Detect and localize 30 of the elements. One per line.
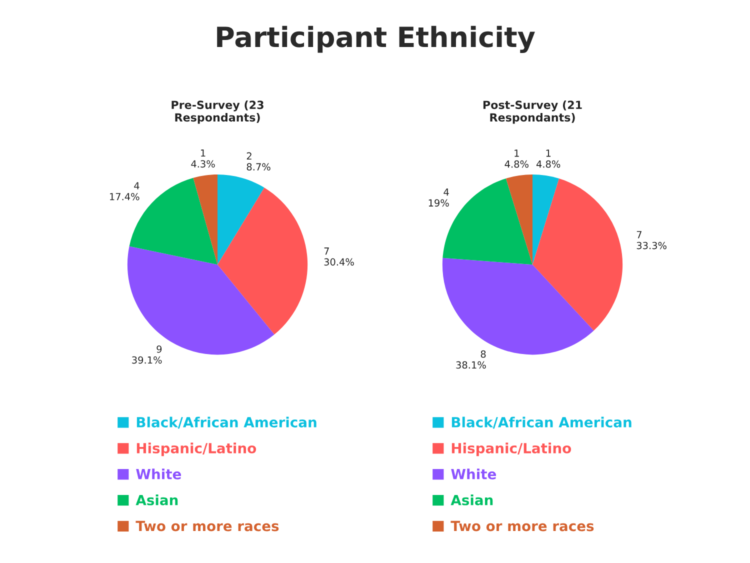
legend-label: Asian xyxy=(450,494,493,506)
data-label: 7 33.3% xyxy=(636,231,666,250)
legend-label: Two or more races xyxy=(136,520,279,532)
data-label: 9 39.1% xyxy=(132,345,162,364)
legend-label: Hispanic/Latino xyxy=(452,442,572,456)
data-label: 1 4.8% xyxy=(536,150,560,168)
legend-label: Black/African American xyxy=(136,416,316,429)
data-label: 4 19% xyxy=(428,188,449,207)
pie-slice xyxy=(506,174,532,265)
pie-slice xyxy=(218,188,308,334)
legend-label: Asian xyxy=(136,494,178,506)
pie-slice xyxy=(532,174,560,265)
chart-title: Post-Survey (21 Respondants) xyxy=(483,100,582,124)
legend-label: White xyxy=(451,468,496,480)
pie-slice xyxy=(532,178,623,331)
data-label: 8 38.1% xyxy=(456,350,486,369)
pie-slice xyxy=(127,246,274,355)
legend-label: White xyxy=(136,468,182,480)
data-label: 1 4.8% xyxy=(504,150,528,168)
legend-label: Two or more races xyxy=(450,520,594,532)
pie-slice xyxy=(193,174,218,265)
pie-slice xyxy=(218,174,264,265)
legend-label: Hispanic/Latino xyxy=(136,442,256,456)
data-label: 2 8.7% xyxy=(246,152,270,171)
text: Participant Ethnicity xyxy=(217,26,535,53)
data-label: 7 30.4% xyxy=(324,248,354,266)
data-label: 4 17.4% xyxy=(110,182,140,200)
legend-label: Black/African American xyxy=(452,416,632,429)
chart-title: Pre-Survey (23 Respondants) xyxy=(172,100,264,124)
data-label: 1 4.3% xyxy=(191,149,215,168)
